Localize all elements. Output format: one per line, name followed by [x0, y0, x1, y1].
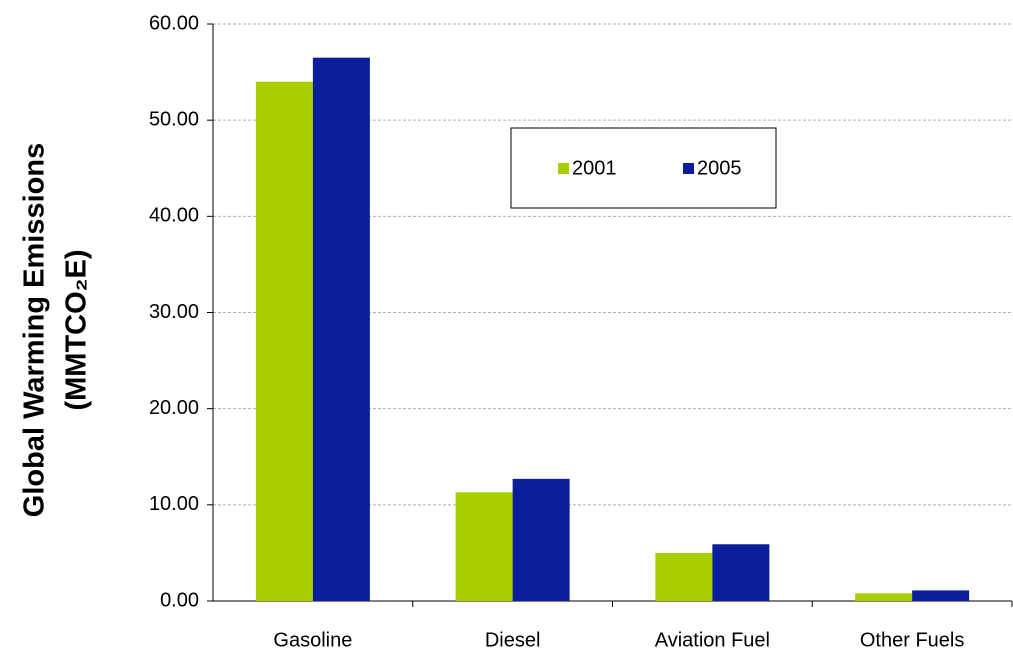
bar — [655, 552, 713, 601]
y-tick-label: 30.00 — [149, 301, 199, 323]
bar — [312, 57, 370, 602]
y-tick-label: 50.00 — [149, 108, 199, 130]
y-tick-label: 60.00 — [149, 12, 199, 34]
y-tick-label: 10.00 — [149, 493, 199, 515]
bar — [512, 478, 570, 601]
legend-box — [510, 127, 777, 209]
x-tick-label: Aviation Fuel — [655, 629, 770, 651]
bar — [855, 593, 913, 601]
bar — [712, 544, 770, 601]
bar — [255, 81, 313, 601]
bar — [455, 492, 513, 601]
y-tick-label: 20.00 — [149, 397, 199, 419]
x-tick-label: Other Fuels — [860, 629, 964, 651]
legend-swatch — [683, 163, 694, 174]
legend-label: 2001 — [572, 157, 617, 179]
y-axis-label: Global Warming Emissions — [19, 143, 51, 517]
legend-swatch — [558, 163, 569, 174]
x-tick-label: Gasoline — [273, 629, 352, 651]
legend-label: 2005 — [697, 157, 742, 179]
x-tick-label: Diesel — [485, 629, 541, 651]
y-axis-label: (MMTCO₂E) — [61, 249, 93, 410]
y-tick-label: 0.00 — [160, 589, 199, 611]
y-tick-label: 40.00 — [149, 205, 199, 227]
bar — [912, 590, 970, 601]
